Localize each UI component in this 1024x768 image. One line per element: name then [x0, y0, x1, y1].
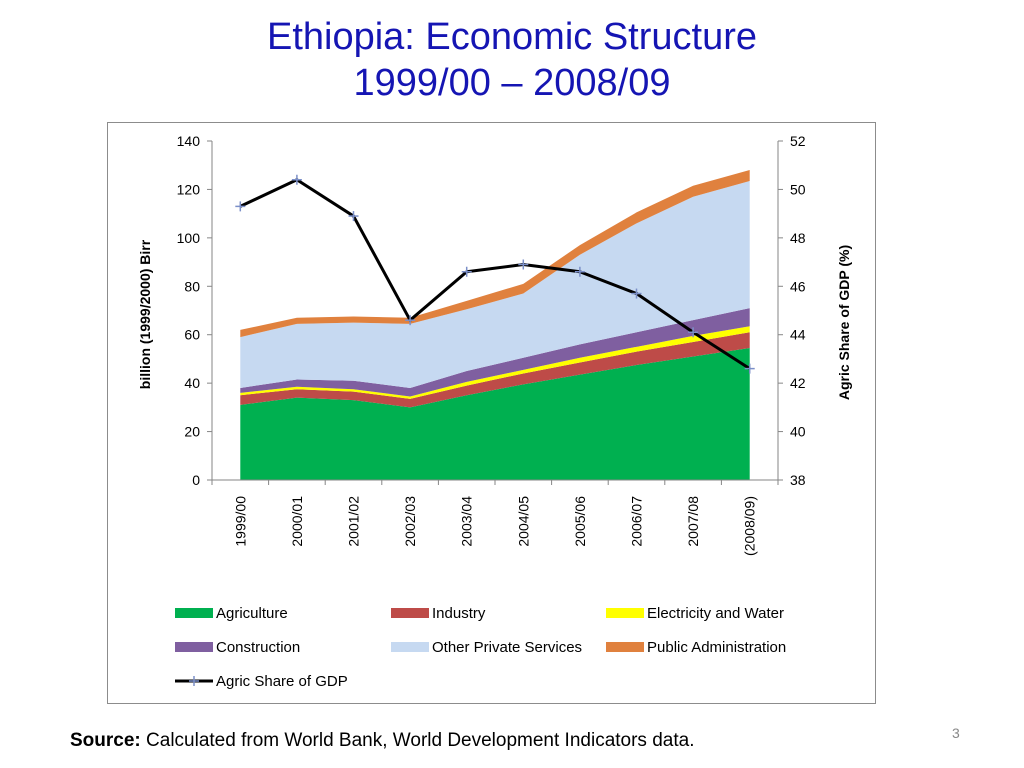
legend-swatch [606, 642, 644, 652]
x-tick-label: 2004/05 [515, 496, 531, 547]
y2-tick-label: 42 [790, 375, 806, 391]
page-number: 3 [952, 725, 960, 741]
x-tick-label: 2005/06 [572, 496, 588, 547]
legend-item-construction: Construction [175, 639, 300, 656]
y-tick-label: 60 [184, 327, 200, 343]
x-tick-label: 2001/02 [346, 496, 362, 547]
title-line-1: Ethiopia: Economic Structure [266, 16, 757, 58]
legend-label: Electricity and Water [647, 605, 784, 622]
y-tick-label: 20 [184, 424, 200, 440]
y-tick-label: 120 [177, 181, 201, 197]
legend-item-electricity-and-water: Electricity and Water [606, 605, 784, 622]
y2-tick-label: 44 [790, 327, 806, 343]
source-note: Source: Calculated from World Bank, Worl… [70, 730, 694, 752]
title-line-2: 1999/00 – 2008/09 [353, 62, 671, 104]
legend-swatch [391, 642, 429, 652]
legend-item-agric-share-of-gdp: Agric Share of GDP [175, 673, 348, 690]
data-point-marker [744, 363, 755, 374]
area-public-administration [240, 170, 750, 338]
legend-item-public-administration: Public Administration [606, 639, 786, 656]
x-tick-label: 1999/00 [232, 496, 248, 547]
legend-label: Construction [216, 639, 300, 656]
y-tick-label: 100 [177, 230, 201, 246]
y-tick-label: 80 [184, 278, 200, 294]
legend: Agriculture Industry Electricity and Water… [175, 605, 786, 690]
y-tick-label: 140 [177, 133, 201, 149]
legend-label: Other Private Services [432, 639, 582, 656]
x-tick-label: (2008/09) [742, 496, 758, 556]
y2-tick-label: 46 [790, 278, 806, 294]
legend-label: Public Administration [647, 639, 786, 656]
x-tick-label: 2007/08 [685, 496, 701, 547]
legend-item-industry: Industry [391, 605, 486, 622]
legend-item-agriculture: Agriculture [175, 605, 288, 622]
area-other-private-services [240, 180, 750, 388]
y-tick-label: 40 [184, 375, 200, 391]
y2-tick-label: 40 [790, 424, 806, 440]
data-point-marker [631, 288, 642, 299]
legend-label: Agric Share of GDP [216, 673, 348, 690]
legend-swatch [175, 642, 213, 652]
data-point-marker [574, 266, 585, 277]
data-point-marker [291, 174, 302, 185]
y2-axis-title: Agric Share of GDP (%) [836, 245, 852, 400]
x-tick-label: 2003/04 [459, 496, 475, 547]
legend-label: Industry [432, 605, 486, 622]
legend-swatch [606, 608, 644, 618]
data-point-marker [688, 327, 699, 338]
x-tick-label: 2002/03 [402, 496, 418, 547]
source-label: Source: [70, 730, 141, 751]
line-agric-share-of-gdp [239, 178, 751, 370]
legend-swatch [391, 608, 429, 618]
y2-tick-label: 38 [790, 472, 806, 488]
source-text: Calculated from World Bank, World Develo… [146, 730, 695, 751]
y2-tick-label: 52 [790, 133, 806, 149]
y-axis-title: billion (1999/2000) Birr [137, 239, 153, 389]
y2-tick-label: 50 [790, 181, 806, 197]
area-agriculture [240, 348, 750, 480]
axes: 0 20 40 60 80 100 120 140 38 40 42 44 46 48 50 52 1999/0… [137, 133, 852, 556]
data-point-marker [348, 211, 359, 222]
x-tick-label: 2006/07 [629, 496, 645, 547]
y2-tick-label: 48 [790, 230, 806, 246]
data-point-marker [461, 266, 472, 277]
y-tick-label: 0 [192, 472, 200, 488]
stacked-areas [240, 170, 750, 480]
data-point-marker [518, 259, 529, 270]
x-tick-label: 2000/01 [289, 496, 305, 547]
data-point-marker [235, 201, 246, 212]
agric-share-line-layer [235, 174, 755, 374]
slide-title: Ethiopia: Economic Structure 1999/00 – 2… [0, 14, 1024, 106]
legend-label: Agriculture [216, 605, 288, 622]
economic-structure-chart: 0 20 40 60 80 100 120 140 38 40 42 44 46 48 50 52 1999/0… [137, 133, 852, 690]
legend-swatch [175, 608, 213, 618]
legend-item-other-private-services: Other Private Services [391, 639, 582, 656]
data-point-marker [405, 315, 416, 326]
